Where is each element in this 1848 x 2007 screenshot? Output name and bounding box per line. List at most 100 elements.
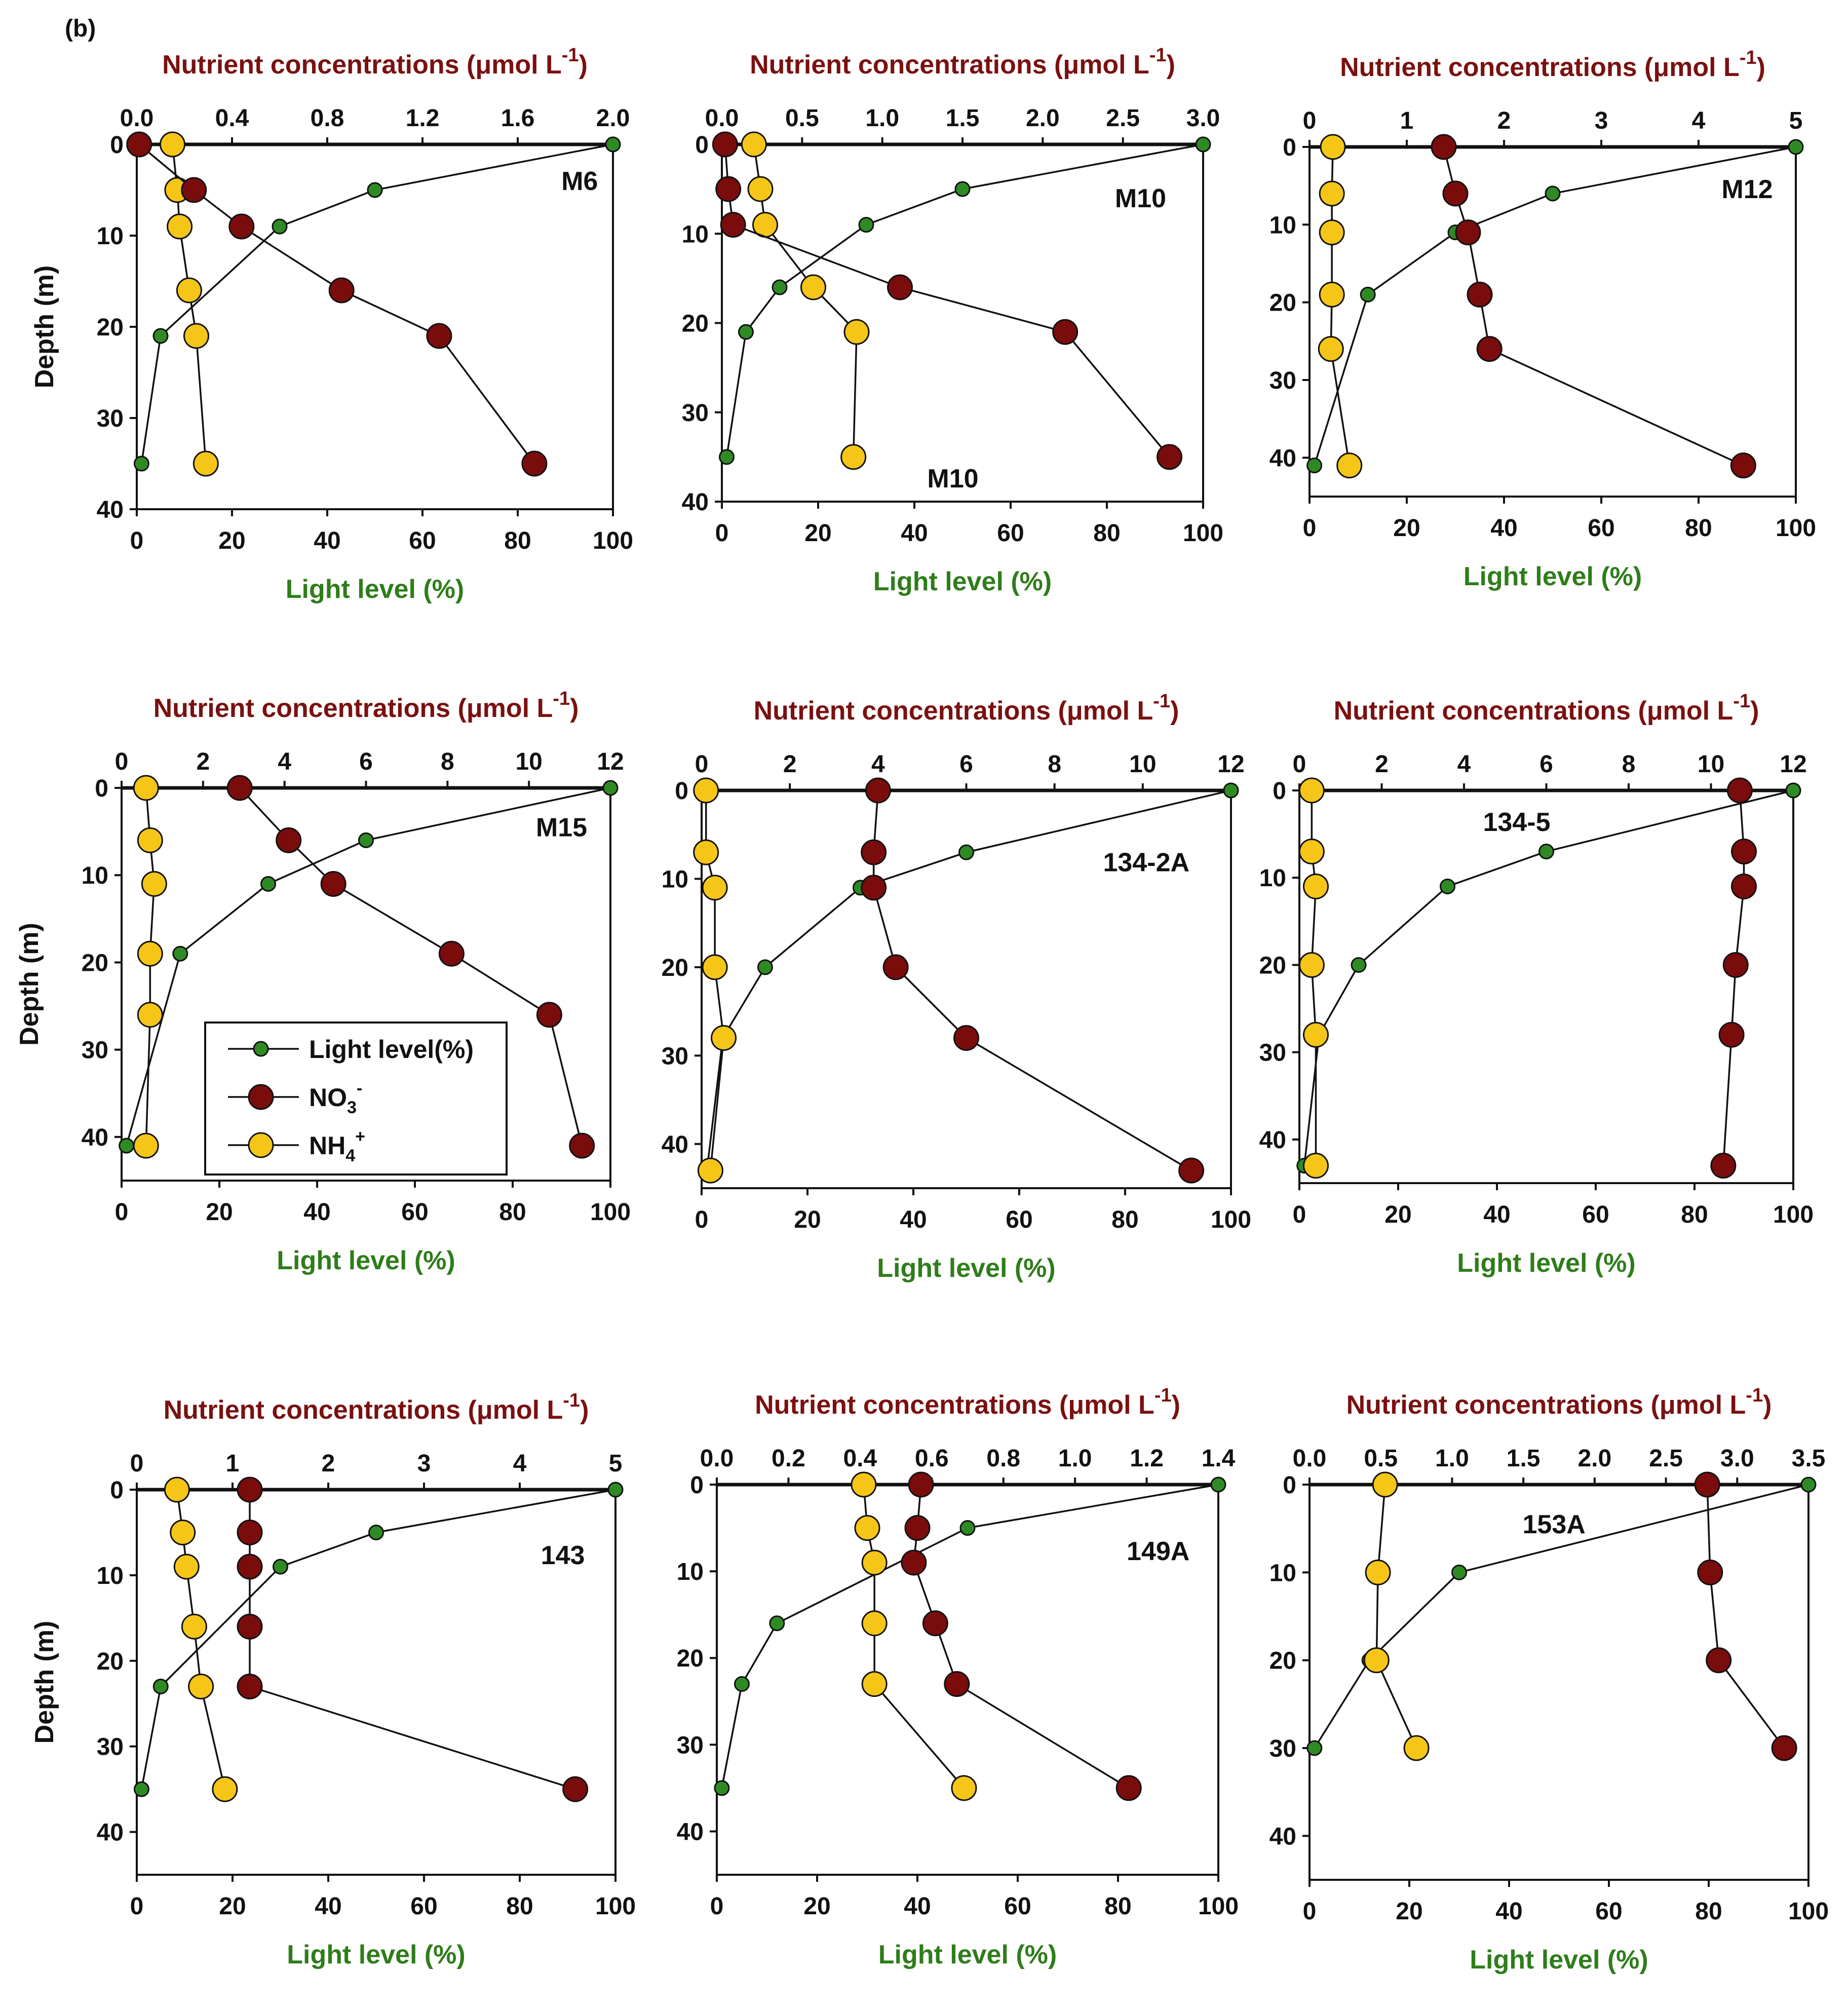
nh4-point: [697, 1157, 723, 1184]
no3-point: [1722, 952, 1749, 978]
y-tick-label: 30: [97, 405, 124, 432]
top-tick-label: 5: [1789, 107, 1803, 134]
x-tick-label: 0: [1293, 1201, 1306, 1228]
x-tick-label: 20: [1384, 1201, 1411, 1228]
y-tick-label: 20: [82, 950, 108, 976]
nh4-point: [170, 1519, 196, 1545]
nh4-point: [192, 450, 219, 477]
no3-point: [1115, 1775, 1142, 1801]
nh4-point: [693, 839, 719, 865]
x-axis-label: Light level (%): [1457, 1248, 1635, 1278]
x-tick-label: 20: [804, 520, 831, 547]
light-point: [602, 780, 619, 796]
nh4-line: [1375, 1484, 1417, 1749]
nh4-point: [137, 1002, 163, 1028]
y-tick-label: 40: [97, 1820, 124, 1846]
y-tick-label: 30: [97, 1734, 124, 1761]
x-tick-label: 20: [219, 1893, 246, 1920]
light-point: [368, 1524, 384, 1540]
light-line: [1314, 1484, 1809, 1749]
top-tick-label: 2.0: [596, 105, 630, 132]
nh4-point: [1303, 1153, 1329, 1179]
top-tick-label: 6: [1539, 751, 1553, 778]
y-tick-label: 40: [1259, 1127, 1286, 1154]
x-axis-label: Light level (%): [277, 1246, 455, 1275]
no3-point: [181, 177, 207, 203]
top-tick-label: 1.0: [1058, 1445, 1092, 1472]
station-label: 149A: [1127, 1537, 1189, 1566]
no3-point: [1157, 444, 1182, 470]
top-tick-label: 5: [609, 1450, 623, 1477]
nh4-point: [851, 1471, 877, 1498]
no3-point: [237, 1554, 263, 1580]
no3-point: [1697, 1559, 1723, 1585]
x-tick-label: 80: [1093, 520, 1120, 547]
no3-point: [1706, 1647, 1732, 1674]
x-axis-label: Light level (%): [286, 575, 464, 604]
station-label-2: M10: [927, 464, 978, 494]
top-tick-label: 4: [513, 1450, 527, 1477]
light-point: [1306, 458, 1323, 474]
y-tick-label: 0: [675, 778, 688, 805]
light-point: [607, 1482, 624, 1498]
no3-point: [1467, 281, 1493, 308]
y-tick-label: 20: [682, 311, 709, 337]
x-tick-label: 100: [595, 1893, 636, 1920]
nh4-point: [854, 1515, 880, 1541]
y-tick-label: 10: [1259, 865, 1286, 892]
nh4-point: [747, 176, 774, 202]
x-tick-label: 40: [315, 1893, 341, 1920]
x-tick-label: 100: [1788, 1898, 1829, 1925]
nh4-point: [183, 323, 209, 349]
light-point: [772, 279, 788, 295]
x-axis-label: Light level (%): [287, 1940, 465, 1970]
no3-point: [1431, 134, 1457, 160]
y-tick-label: 10: [1269, 1560, 1296, 1586]
top-tick-label: 1.6: [501, 105, 535, 132]
y-tick-label: 30: [1269, 1735, 1296, 1762]
no3-point: [1718, 1021, 1745, 1048]
x-tick-label: 100: [1183, 520, 1223, 547]
x-tick-label: 40: [303, 1199, 330, 1226]
top-tick-label: 1.4: [1202, 1445, 1236, 1472]
no3-point: [720, 212, 746, 238]
y-tick-label: 40: [677, 1819, 704, 1845]
top-tick-label: 1.2: [406, 105, 440, 132]
light-line: [706, 789, 1231, 1171]
top-tick-label: 2.5: [1649, 1445, 1683, 1472]
legend-nh4-marker: [248, 1132, 274, 1158]
nh4-point: [137, 940, 163, 967]
nh4-point: [1403, 1735, 1430, 1761]
y-tick-label: 0: [690, 1472, 704, 1499]
light-point: [1306, 1740, 1323, 1756]
no3-point: [1455, 219, 1481, 246]
no3-point: [715, 176, 742, 202]
y-tick-label: 10: [1269, 212, 1296, 239]
top-tick-label: 8: [1622, 751, 1636, 778]
top-tick-label: 0.0: [705, 105, 739, 132]
y-tick-label: 40: [662, 1131, 688, 1158]
nh4-point: [167, 213, 193, 240]
no3-point: [536, 1002, 562, 1028]
top-tick-label: 2.5: [1106, 105, 1140, 132]
y-tick-label: 20: [662, 955, 688, 981]
nh4-point: [1365, 1559, 1391, 1585]
y-tick-label: 30: [662, 1043, 688, 1070]
x-tick-label: 0: [130, 1893, 144, 1920]
y-tick-label: 20: [97, 1648, 124, 1675]
no3-point: [1694, 1471, 1720, 1498]
y-axis-label: Depth (m): [15, 923, 44, 1046]
no3-line: [1706, 1484, 1785, 1749]
light-point: [133, 1781, 149, 1797]
x-tick-label: 20: [803, 1893, 830, 1920]
legend-light-marker: [253, 1041, 269, 1057]
light-point: [1800, 1476, 1817, 1493]
x-tick-label: 100: [1198, 1893, 1239, 1920]
top-tick-label: 0: [115, 748, 129, 775]
no3-point: [569, 1132, 595, 1159]
x-tick-label: 60: [401, 1199, 428, 1226]
x-tick-label: 0: [115, 1199, 129, 1226]
y-tick-label: 40: [82, 1124, 108, 1151]
top-tick-label: 6: [359, 748, 373, 775]
top-tick-label: 1.2: [1130, 1445, 1164, 1472]
